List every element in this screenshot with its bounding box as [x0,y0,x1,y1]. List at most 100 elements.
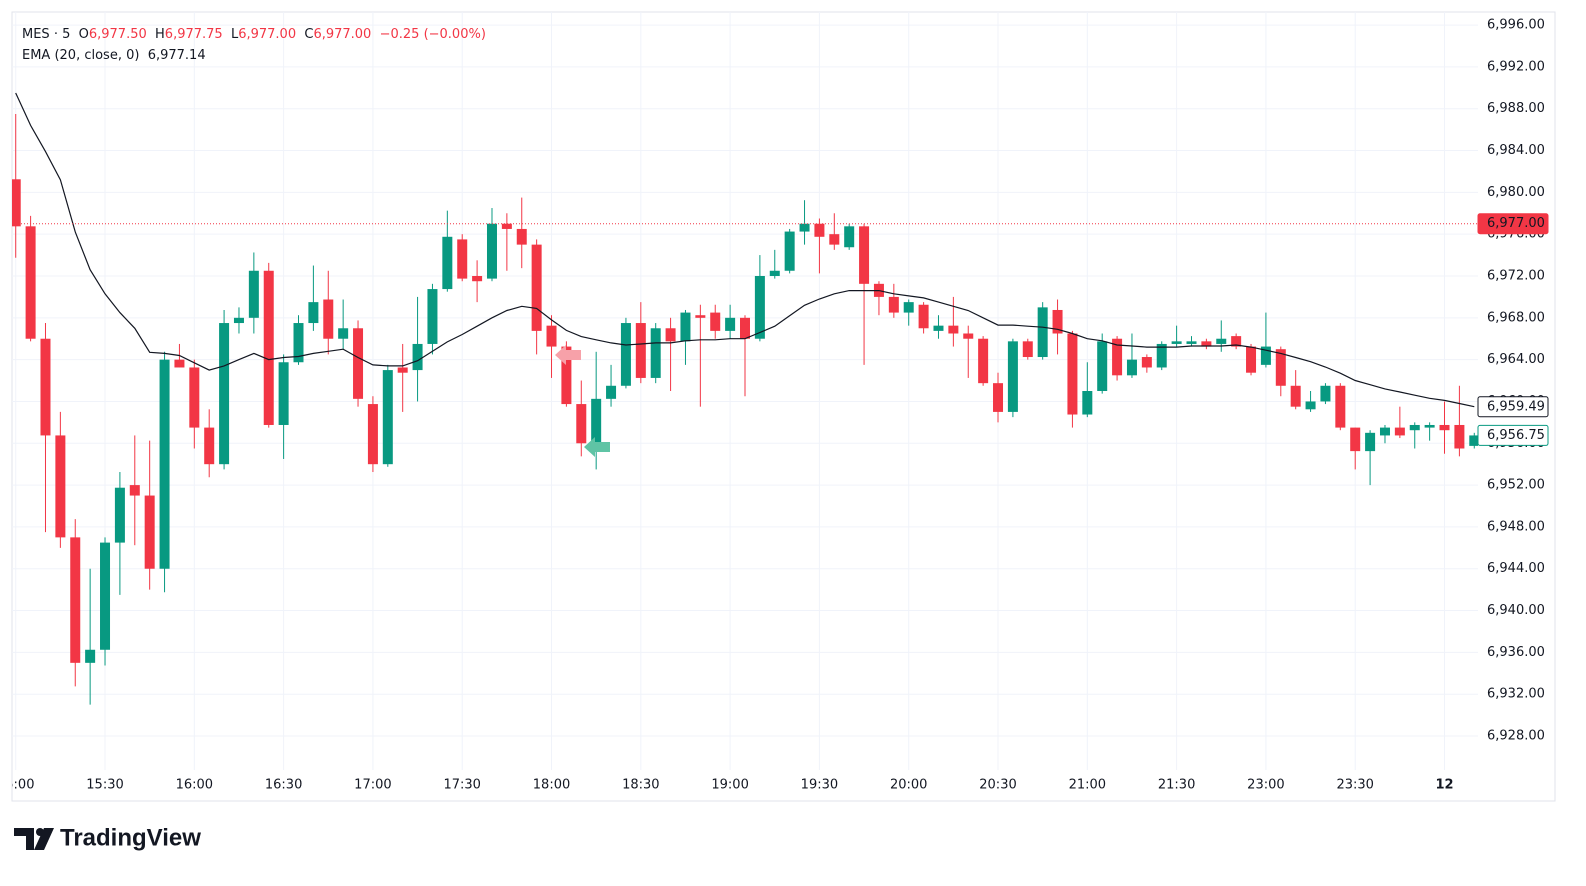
candle-body [397,367,408,373]
candle-body [1379,427,1390,436]
candle-body [1454,424,1465,449]
buy-marker [584,437,610,457]
candle-body [1439,424,1450,431]
candle-body [1320,385,1331,402]
candle-body [293,323,304,363]
candle-body [1305,401,1316,410]
candle-body [1365,432,1376,452]
candle-body [442,236,453,290]
candle-body [40,338,51,436]
candle-body [769,270,780,276]
candle-body [1052,309,1063,334]
x-tick-label: 20:00 [890,778,927,793]
candle-body [1231,336,1242,347]
candle-body [1424,424,1435,428]
candle-body [1141,357,1152,368]
candle-body [1246,346,1257,373]
candle-body [710,312,721,331]
candle-body [1112,338,1123,376]
candle-body [100,542,111,650]
candle-body [1275,349,1286,386]
y-tick-label: 6,936.00 [1487,645,1545,660]
y-tick-label: 6,980.00 [1487,185,1545,200]
sell-marker [555,345,581,365]
candle-body [233,317,244,324]
candle-body [531,244,542,331]
y-tick-label: 6,968.00 [1487,310,1545,325]
x-tick-label: 18:30 [622,778,659,793]
y-tick-label: 6,932.00 [1487,687,1545,702]
ohlc-value: 6,977.00 [238,27,297,42]
candle-body [859,226,870,284]
candle-body [635,323,646,378]
candle-body [248,270,259,318]
candle-body [1097,341,1108,391]
candle-body [353,328,364,399]
candle-body [412,343,423,371]
candle-body [963,333,974,339]
indicator-row: EMA (20, close, 0) 6,977.14 [22,45,486,66]
candle-body [1216,338,1227,344]
candle-body [367,404,378,465]
candle-body [382,370,393,465]
x-tick-label: 17:30 [443,778,480,793]
candle-body [204,427,215,465]
candle-body [338,328,349,339]
x-tick-label: 19:30 [801,778,838,793]
ohlc-row: MES · 5 O6,977.50 H6,977.75 L6,977.00 C6… [22,24,486,45]
ohlc-key: H [155,27,165,42]
candle-body [1037,307,1048,358]
candle-body [978,338,989,384]
x-tick-label: 21:30 [1158,778,1195,793]
ohlc-key: C [304,27,314,42]
x-tick-label: 12 [1435,778,1453,793]
candle-body [561,346,572,405]
symbol: MES · 5 [22,27,71,42]
logo: TradingView [14,824,201,851]
ohlc-value: 6,977.00 [313,27,372,42]
candle-body [501,223,512,229]
candle-body [680,312,691,342]
candle-body [472,275,483,282]
indicator-name: EMA (20, close, 0) [22,48,140,63]
x-tick-label: 17:00 [354,778,391,793]
candle-body [1022,341,1033,358]
candle-body [174,359,185,368]
x-tick-label: 23:30 [1336,778,1373,793]
candle-body [784,231,795,271]
price-axis: 6,928.00 6,932.00 6,936.00 6,940.00 6,944.00… [1487,18,1545,744]
candle-body [323,299,334,339]
brand: TradingView [60,824,201,851]
candle-body [1201,341,1212,347]
y-tick-label: 6,972.00 [1487,268,1545,283]
execution-markers [555,345,610,457]
candle-body [144,495,155,569]
candle-body [620,323,631,386]
candle-body [993,383,1004,412]
price-label-box [1477,424,1549,446]
candle-body [948,325,959,334]
y-tick-label: 6,952.00 [1487,478,1545,493]
candle-body [1260,346,1271,365]
candle-body [1007,341,1018,412]
candle-body [486,223,497,279]
candle-body [129,485,140,496]
logo-icon [14,828,34,850]
ohlc-key: L [230,27,239,42]
x-tick-label: 19:00 [711,778,748,793]
price-label: 6,956.75 [1487,428,1545,443]
y-tick-label: 6,928.00 [1487,729,1545,744]
candle-body [918,304,929,329]
candle-body [308,302,319,324]
x-tick-label: 15:00 [0,778,34,793]
price-labels: 6,977.00 6,959.49 6,956.75 [1477,213,1549,446]
x-tick-label: 16:00 [176,778,213,793]
price-label-box [1477,396,1549,418]
candle-body [85,649,96,663]
candle-body [814,223,825,237]
candle-body [844,226,855,248]
candle-body [189,367,200,428]
candle-body [1171,341,1182,344]
